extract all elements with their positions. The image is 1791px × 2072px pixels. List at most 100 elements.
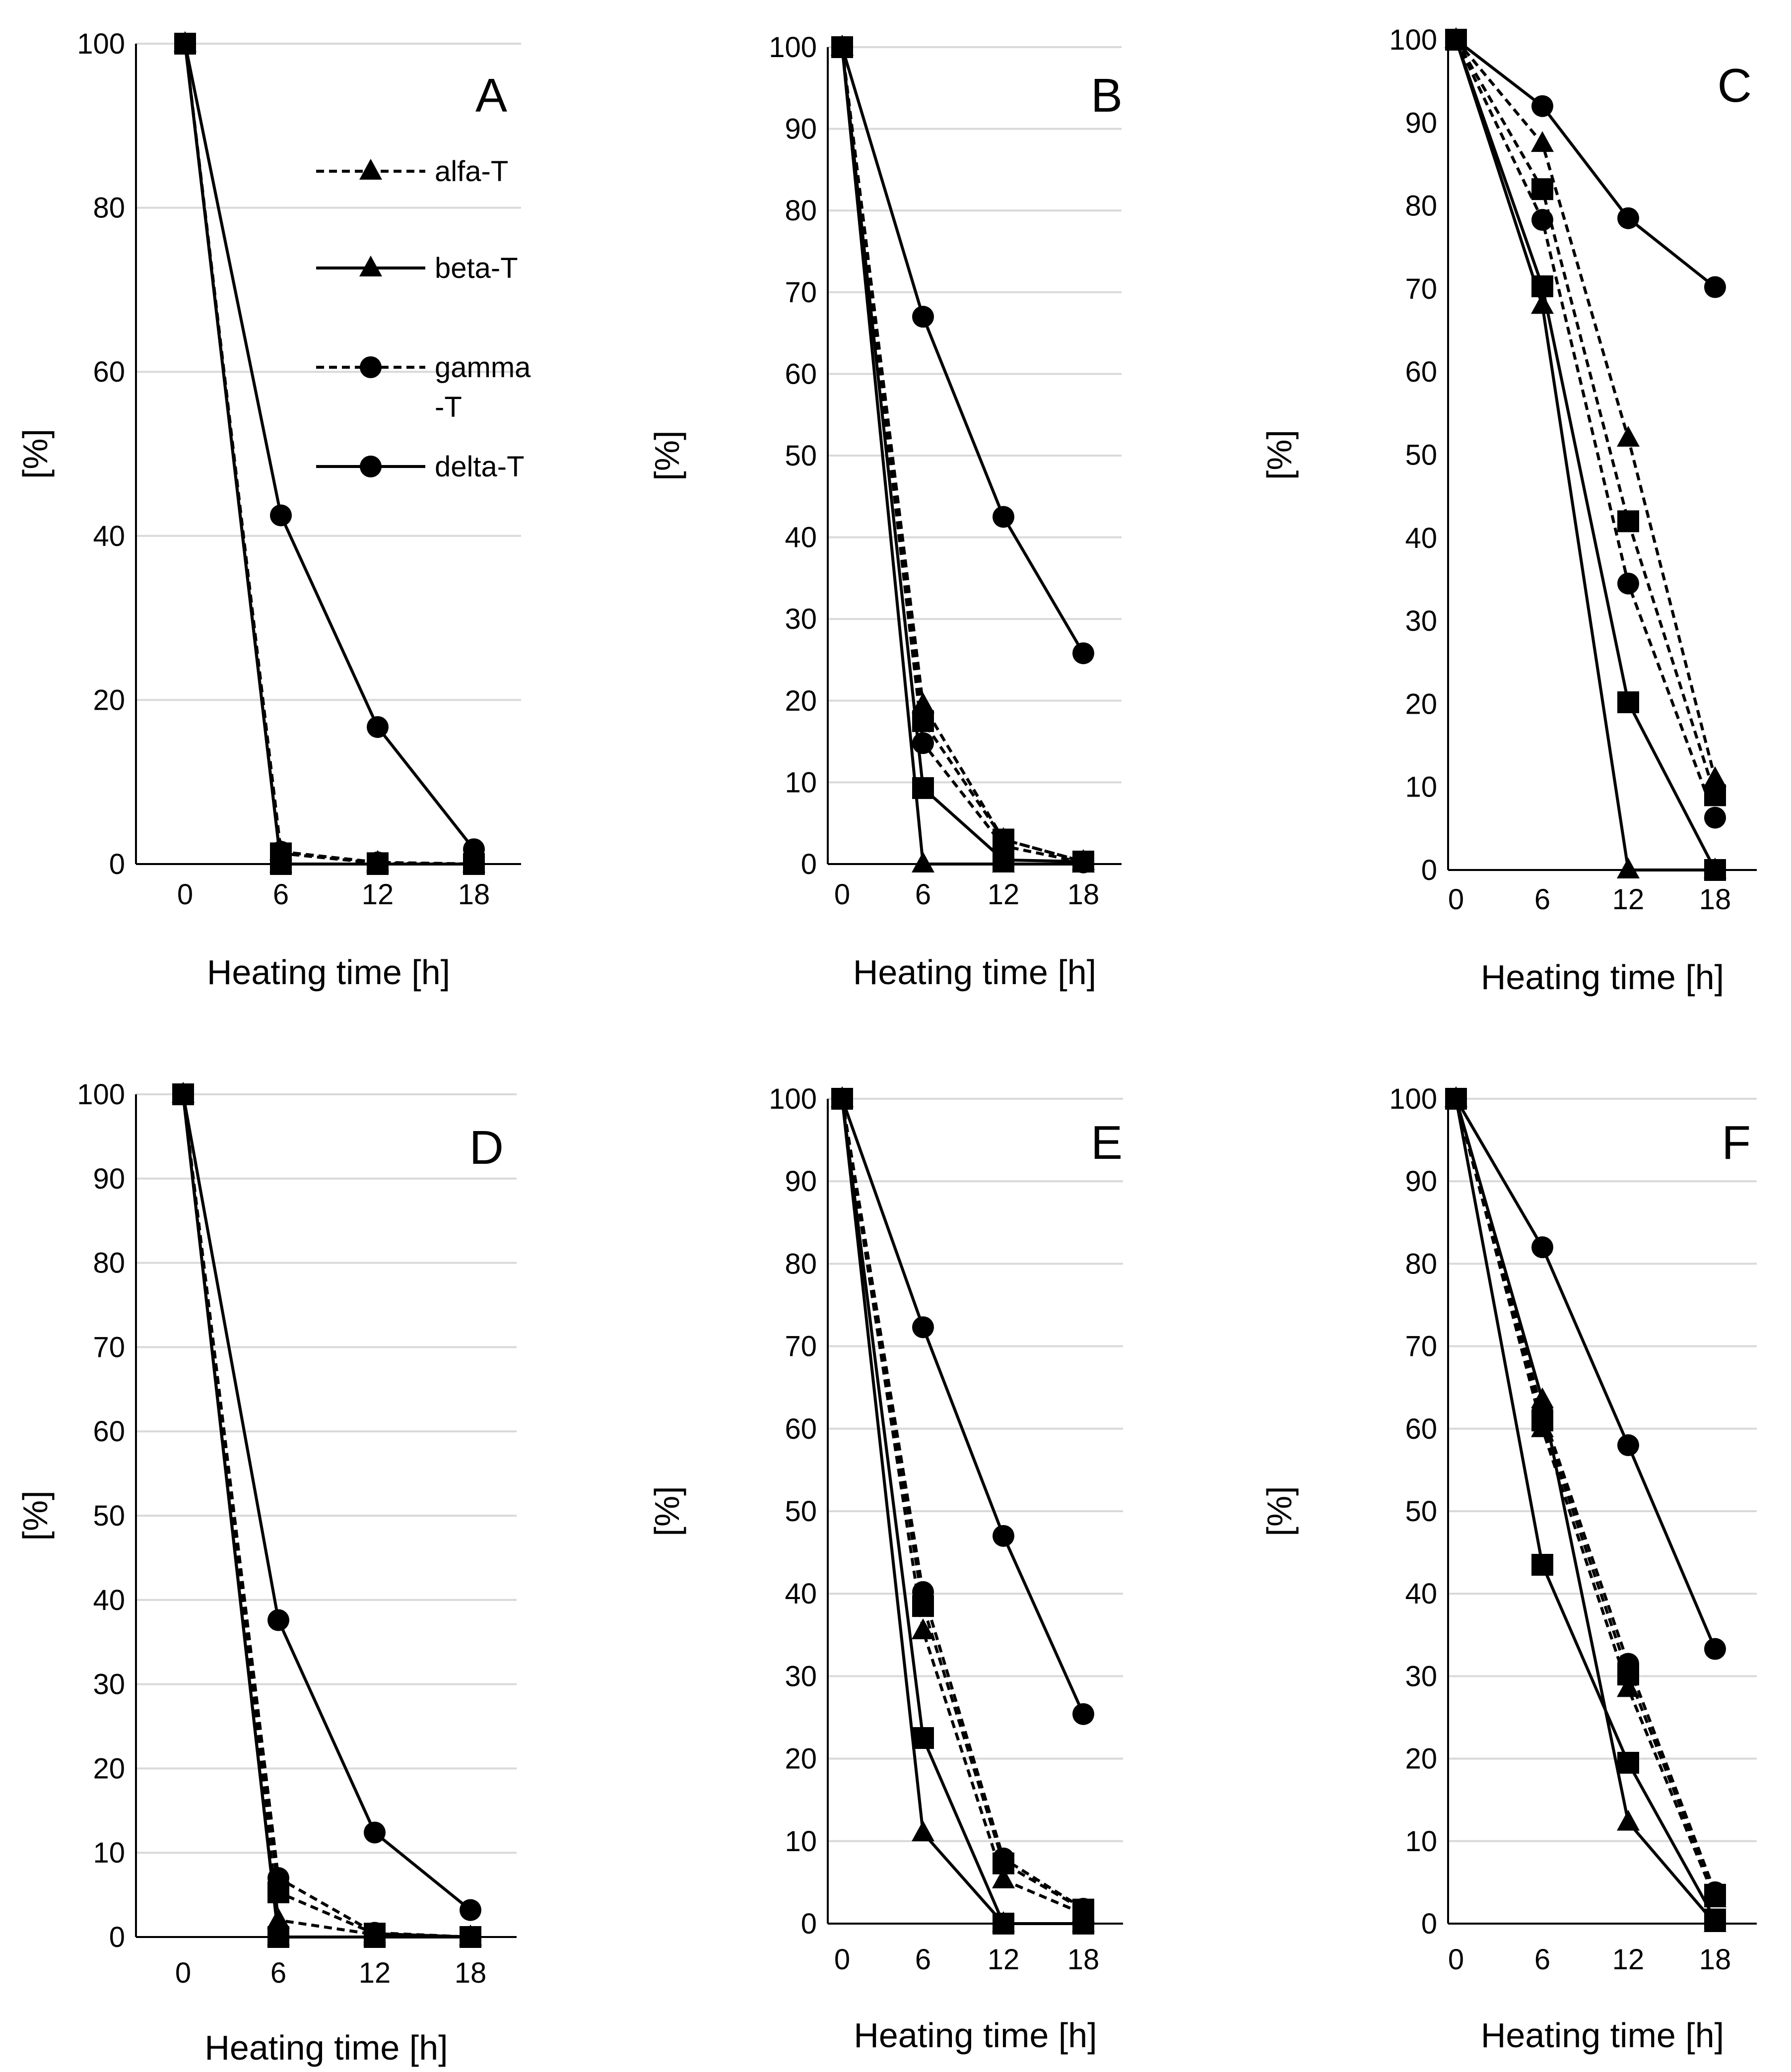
data-point [831,36,853,58]
x-tick-label: 6 [1534,883,1550,916]
y-tick-label: 100 [769,1083,817,1115]
y-tick-label: 50 [1405,1495,1437,1528]
series-line [841,47,1083,866]
y-tick-label: 70 [1405,1331,1437,1363]
y-tick-label: 10 [785,1825,817,1858]
legend-entry: gamma -T [316,351,531,423]
y-tick-label: 30 [785,1660,817,1692]
series-line [184,43,474,866]
y-tick-label: 50 [785,1495,817,1528]
data-point [1531,1409,1553,1432]
series-line [182,1094,471,1938]
panel-letter: E [1091,1116,1123,1169]
data-point [1617,1751,1639,1774]
y-axis-title: [%] [1260,1486,1299,1536]
series-series-6 [831,1088,1094,1935]
data-point [912,732,934,754]
y-tick-label: 50 [93,1500,125,1532]
series-delta-t [1445,29,1726,298]
x-tick-label: 18 [455,1957,487,1989]
data-point [1072,851,1094,873]
series-series-6 [831,36,1094,873]
y-tick-label: 20 [785,685,817,717]
y-tick-label: 80 [785,195,817,227]
y-tick-label: 10 [1405,1825,1437,1858]
data-point [270,853,292,875]
series-line [841,1098,1084,1915]
data-point [1704,806,1726,829]
data-point [364,1821,386,1844]
x-tick-label: 12 [1612,1943,1645,1976]
data-point [1617,572,1639,595]
y-tick-label: 60 [785,358,817,390]
series-line [1455,39,1717,796]
data-point [993,1525,1014,1547]
data-point [1531,1554,1553,1576]
x-axis-title: Heating time [h] [204,2028,448,2067]
series-line [841,47,1085,654]
y-tick-label: 0 [1421,854,1437,886]
x-tick-label: 6 [915,1943,931,1976]
y-tick-label: 30 [93,1669,125,1701]
series-beta-t [1445,27,1726,878]
chart-f: 0 10 20 30 40 50 60 70 80 90 100 0 6 12 18 Heating time… [1260,1083,1757,2055]
series-series-5 [831,1088,1094,1921]
y-tick-label: 40 [93,520,125,552]
series-beta-t [831,35,1095,872]
data-point [463,853,485,875]
data-point [367,853,389,875]
y-tick-label: 90 [785,1165,817,1198]
series-line [1455,39,1717,871]
data-point [912,1316,934,1338]
series-line [841,1098,1084,1910]
y-tick-label: 40 [785,522,817,554]
data-point [1072,1913,1094,1935]
x-tick-label: 18 [1067,1943,1100,1976]
data-point [1617,1809,1640,1831]
data-point [912,692,934,714]
data-point [460,1926,481,1948]
chart-c: 0 10 20 30 40 50 60 70 80 90 100 0 6 12 18 Heating time… [1260,24,1757,997]
y-tick-label: 50 [1405,439,1437,471]
data-point [1531,275,1553,297]
series-series-6 [1445,29,1726,881]
data-point [912,1595,934,1617]
x-axis-title: Heating time [h] [207,953,450,992]
data-point [1445,29,1467,51]
y-tick-label: 100 [1389,1083,1437,1115]
panel-letter: B [1091,69,1123,122]
data-point [1531,178,1553,201]
y-axis-title: [%] [16,1490,55,1540]
data-point [1617,510,1639,533]
y-tick-label: 60 [1405,1413,1437,1445]
data-point [912,1727,934,1749]
series-alfa-t [831,1086,1095,1923]
y-axis-title: [%] [648,1486,686,1536]
y-tick-label: 10 [1405,771,1437,803]
x-tick-label: 0 [175,1957,191,1989]
x-tick-label: 12 [362,878,394,911]
x-tick-label: 12 [988,1943,1020,1976]
legend-marker [360,456,382,477]
legend: alfa-T beta-T gamma -T delta-T [316,155,531,483]
series-line [1455,38,1716,288]
y-tick-label: 100 [1389,24,1437,56]
series-line [841,47,1084,863]
series-line [841,1098,1085,1715]
legend-label: gamma [435,351,531,384]
legend-label: beta-T [435,252,518,284]
data-point [993,1852,1014,1874]
x-tick-label: 6 [915,878,931,911]
data-point [1531,131,1554,152]
y-tick-label: 60 [93,356,125,388]
data-point [1704,1908,1726,1931]
y-tick-label: 20 [1405,688,1437,720]
data-point [1617,207,1639,229]
y-tick-label: 30 [1405,605,1437,637]
x-axis-title: Heating time [h] [854,2016,1097,2055]
data-point [267,1926,289,1948]
series-line [1455,39,1717,818]
y-tick-label: 40 [785,1578,817,1610]
y-tick-label: 0 [801,1908,817,1940]
series-alfa-t [831,35,1095,870]
